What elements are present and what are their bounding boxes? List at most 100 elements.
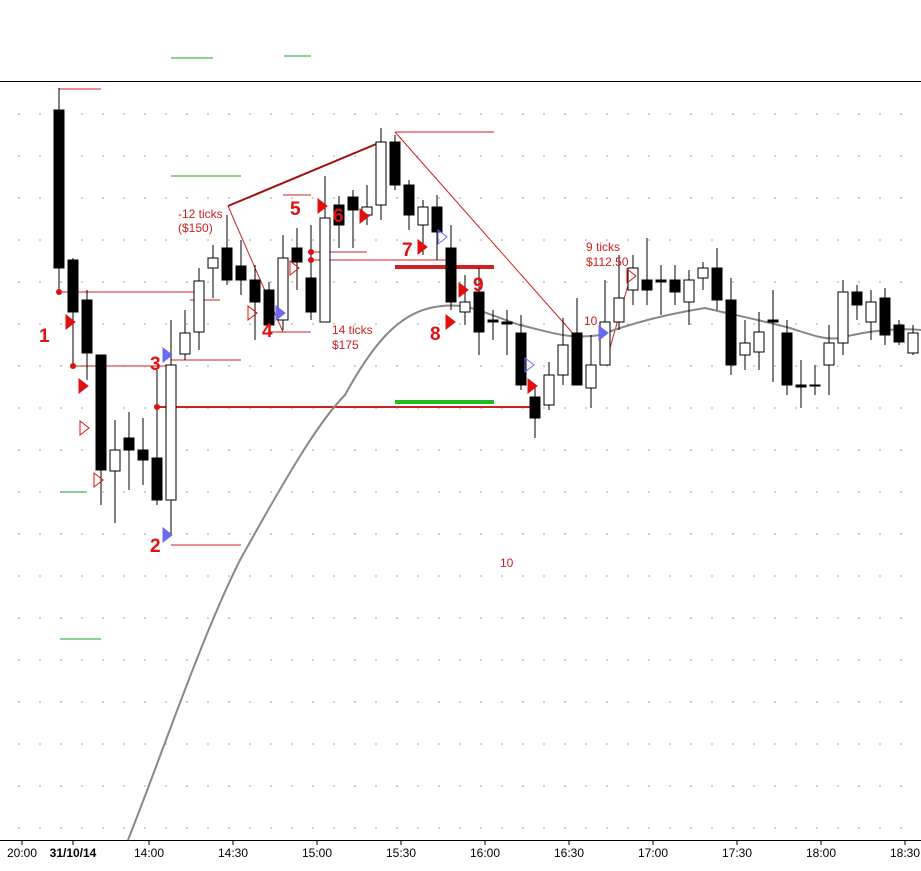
candle-body [151, 457, 163, 501]
candle-body [375, 141, 387, 206]
candle-body [431, 206, 443, 233]
candle-body [193, 280, 205, 333]
candle-body [123, 437, 135, 451]
candle-body [669, 279, 681, 293]
candle-body [641, 279, 653, 291]
trade-arrow [65, 313, 76, 331]
trade-number: 7 [402, 240, 413, 261]
green-levels [60, 55, 311, 640]
candle-body [501, 321, 513, 325]
candle-body [739, 342, 751, 356]
candle-body [417, 206, 429, 226]
candle-body [291, 247, 303, 263]
trade-arrow [437, 228, 448, 246]
candle-body [81, 299, 93, 354]
candle-body [529, 396, 541, 419]
trade-number: 1 [39, 326, 50, 347]
candle-body [837, 291, 849, 344]
trade-arrow [275, 304, 286, 322]
candle-body [697, 267, 709, 279]
trade-number: 6 [333, 206, 344, 227]
trade-arrow [524, 356, 535, 374]
trade-arrow [93, 471, 104, 489]
candle-body [809, 384, 821, 387]
candle-body [207, 257, 219, 269]
candle-body [879, 297, 891, 336]
candle-body [165, 364, 177, 501]
candle-body [655, 279, 667, 283]
trade-arrow [289, 259, 300, 277]
x-tick-label: 16:00 [470, 846, 500, 860]
trade-arrow [359, 207, 370, 225]
candle-body [305, 277, 317, 313]
trade-number: 8 [430, 324, 441, 345]
candle-body [627, 267, 639, 291]
moving-average [127, 304, 921, 841]
x-tick-label: 18:30 [890, 846, 920, 860]
trade-arrow [626, 267, 637, 285]
candle-body [473, 291, 485, 333]
trade-note: 10 [584, 314, 598, 328]
entry-dot [56, 289, 62, 295]
trade-number: 3 [150, 354, 161, 375]
trade-note: 14 ticks [332, 323, 373, 337]
trade-number: 9 [473, 275, 484, 296]
swing-line [227, 141, 382, 207]
candle-body [67, 259, 79, 313]
trade-arrow [598, 324, 609, 342]
x-tick-label: 18:00 [806, 846, 836, 860]
candle-body [767, 319, 779, 323]
trade-note: 9 ticks [586, 240, 620, 254]
candle-body [543, 374, 555, 406]
candle-body [851, 291, 863, 306]
x-tick-label: 17:00 [638, 846, 668, 860]
candle-body [277, 257, 289, 321]
candle-body [221, 247, 233, 281]
trade-arrow [162, 526, 173, 544]
candle-body [557, 344, 569, 376]
grid-dots [0, 82, 921, 840]
candle-body [109, 449, 121, 472]
candle-body [823, 342, 835, 366]
trade-arrow [78, 377, 89, 395]
candle-body [795, 384, 807, 388]
x-tick-label: 15:30 [386, 846, 416, 860]
plot [53, 55, 921, 841]
candle-body [459, 301, 471, 313]
candle-body [613, 297, 625, 323]
candle-body [347, 196, 359, 211]
trade-number: 2 [150, 536, 161, 557]
candle-body [263, 289, 275, 326]
trade-arrow [247, 304, 258, 322]
x-tick-label: 31/10/14 [50, 846, 97, 860]
candle-body [753, 331, 765, 353]
candle-body [319, 217, 331, 323]
candle-body [249, 279, 261, 303]
entry-dot [154, 404, 160, 410]
trade-arrow [79, 419, 90, 437]
trade-note: $175 [332, 338, 359, 352]
trade-arrow [458, 281, 469, 299]
candle-body [333, 204, 345, 226]
candle-body [179, 332, 191, 355]
candle-body [487, 319, 499, 323]
trade-arrow [527, 377, 538, 395]
entry-dot [308, 249, 314, 255]
x-tick-label: 17:30 [722, 846, 752, 860]
trade-number: 10 [500, 556, 514, 570]
candle-body [571, 332, 583, 386]
x-tick-label: 14:30 [218, 846, 248, 860]
candle-body [585, 364, 597, 389]
entry-dot [70, 363, 76, 369]
candle-body [403, 184, 415, 216]
candle-body [599, 321, 611, 366]
candle-body [53, 109, 65, 269]
trade-arrow [317, 197, 328, 215]
candle-body [235, 265, 247, 281]
trade-note: $112.50 [586, 255, 629, 269]
candle-body [445, 247, 457, 303]
candle-body [865, 301, 877, 323]
candle-body [137, 449, 149, 461]
x-tick-label: 15:00 [302, 846, 332, 860]
